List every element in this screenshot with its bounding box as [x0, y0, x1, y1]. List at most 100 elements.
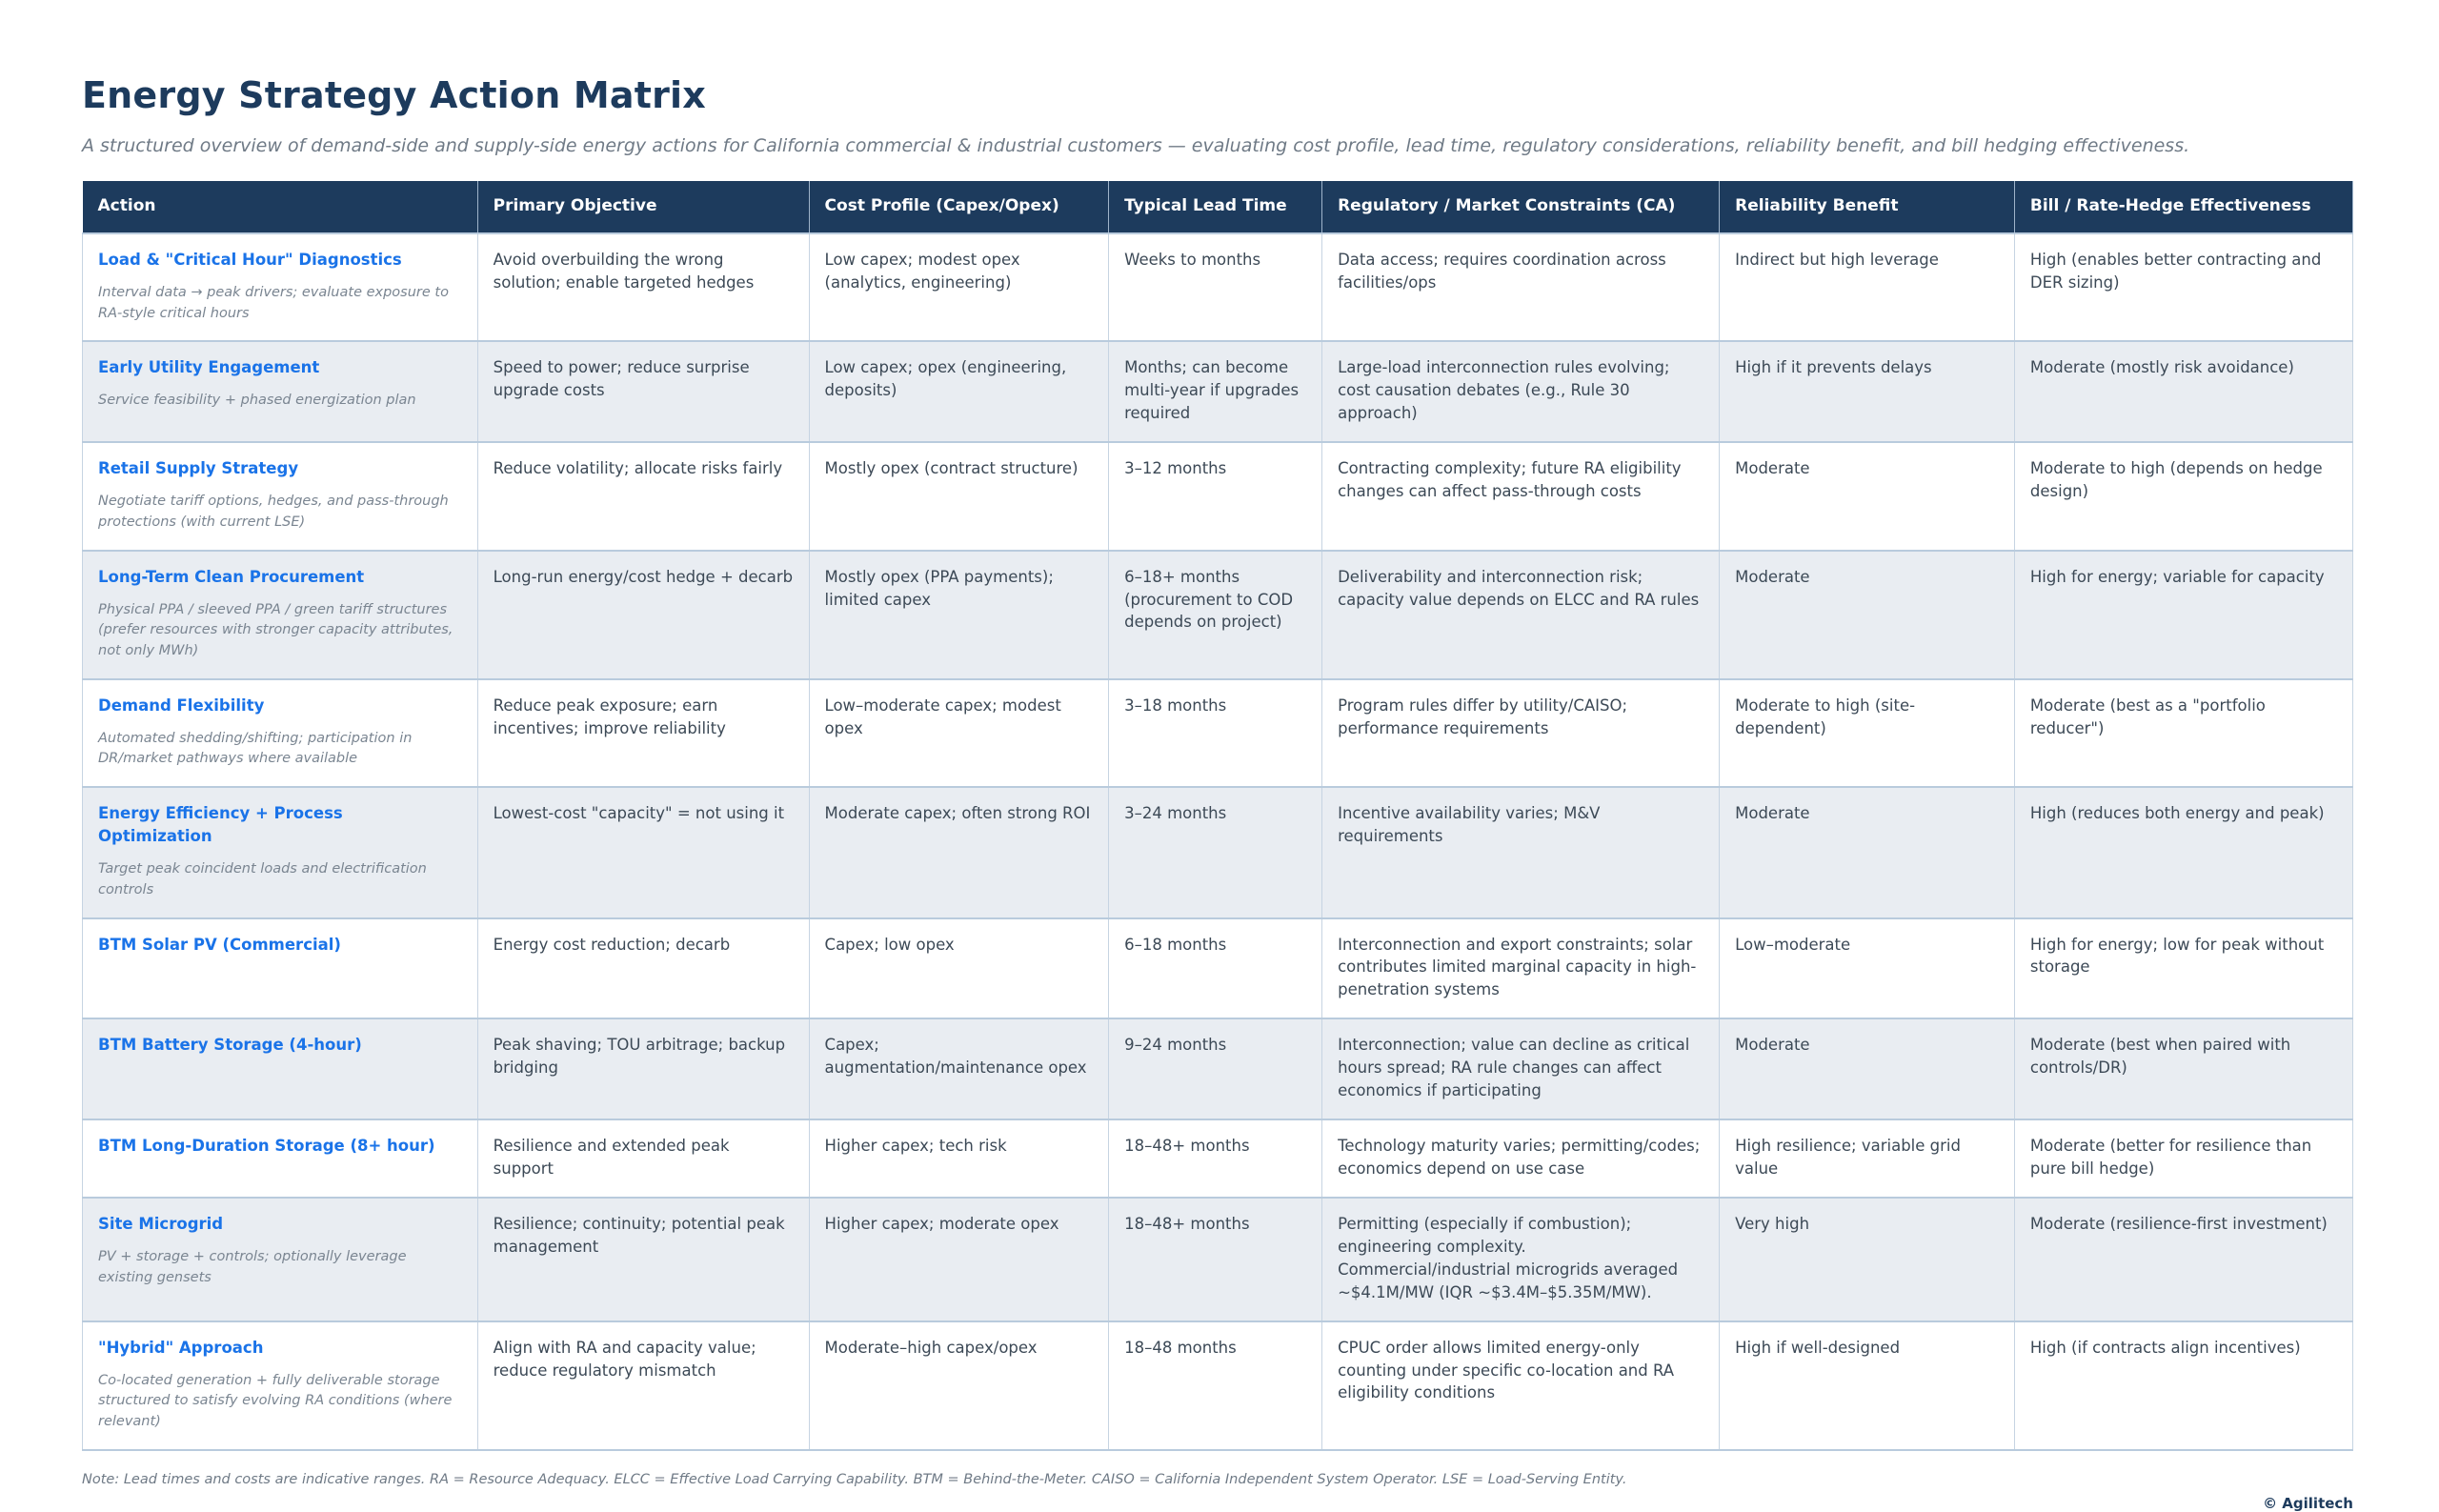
action-link[interactable]: Long-Term Clean Procurement [98, 567, 365, 586]
cell-cost: Capex; augmentation/maintenance opex [809, 1018, 1110, 1121]
action-cell: Retail Supply Strategy Negotiate tariff o… [82, 442, 478, 552]
cell-reliability: High resilience; variable grid value [1719, 1119, 2015, 1199]
action-link[interactable]: BTM Battery Storage (4-hour) [98, 1036, 362, 1055]
column-header-5: Reliability Benefit [1719, 181, 2015, 234]
cell-lead_time: 18–48+ months [1108, 1119, 1323, 1199]
table-row: BTM Battery Storage (4-hour) Peak shaving… [82, 1018, 2354, 1121]
cell-cost: Low–moderate capex; modest opex [809, 678, 1110, 789]
table-row: Load & "Critical Hour" Diagnostics Interv… [82, 233, 2354, 343]
cell-objective: Align with RA and capacity value; reduce… [477, 1320, 810, 1451]
cell-lead_time: 3–24 months [1108, 787, 1323, 919]
cell-cost: Higher capex; tech risk [809, 1119, 1110, 1199]
action-matrix-table: Action Primary Objective Cost Profile (Cap… [82, 181, 2354, 1451]
cell-lead_time: 3–18 months [1108, 678, 1323, 789]
action-link[interactable]: Retail Supply Strategy [98, 459, 299, 478]
table-body: Load & "Critical Hour" Diagnostics Interv… [82, 233, 2354, 1451]
cell-hedge: High for energy; variable for capacity [2014, 550, 2354, 680]
table-header-row: Action Primary Objective Cost Profile (Cap… [82, 181, 2354, 234]
page-subtitle: A structured overview of demand-side and… [82, 135, 2190, 156]
action-link[interactable]: Load & "Critical Hour" Diagnostics [98, 251, 402, 269]
table-row: Early Utility Engagement Service feasibil… [82, 341, 2354, 444]
cell-reliability: Moderate to high (site-dependent) [1719, 678, 2015, 789]
cell-reliability: High if well-designed [1719, 1320, 2015, 1451]
action-cell: Long-Term Clean Procurement Physical PPA … [82, 550, 478, 680]
action-link[interactable]: Energy Efficiency + Process Optimization [98, 804, 343, 846]
cell-cost: Moderate–high capex/opex [809, 1320, 1110, 1451]
action-cell: BTM Battery Storage (4-hour) [82, 1018, 478, 1121]
cell-regulatory: Technology maturity varies; permitting/c… [1321, 1119, 1721, 1199]
cell-hedge: Moderate (better for resilience than pur… [2014, 1119, 2354, 1199]
cell-lead_time: 9–24 months [1108, 1018, 1323, 1121]
cell-objective: Resilience and extended peak support [477, 1119, 810, 1199]
cell-lead_time: 6–18 months [1108, 917, 1323, 1020]
table-row: "Hybrid" Approach Co-located generation +… [82, 1320, 2354, 1451]
cell-hedge: Moderate (best as a "portfolio reducer") [2014, 678, 2354, 789]
action-cell: Energy Efficiency + Process Optimization… [82, 787, 478, 919]
table-row: Demand Flexibility Automated shedding/shi… [82, 678, 2354, 789]
action-cell: Load & "Critical Hour" Diagnostics Interv… [82, 233, 478, 343]
cell-regulatory: Deliverability and interconnection risk;… [1321, 550, 1721, 680]
cell-hedge: Moderate (resilience-first investment) [2014, 1197, 2354, 1322]
column-header-4: Regulatory / Market Constraints (CA) [1321, 181, 1721, 234]
cell-reliability: Moderate [1719, 442, 2015, 552]
action-detail: Automated shedding/shifting; participati… [98, 730, 413, 767]
action-cell: Demand Flexibility Automated shedding/shi… [82, 678, 478, 789]
cell-lead_time: 18–48+ months [1108, 1197, 1323, 1322]
cell-objective: Lowest-cost "capacity" = not using it [477, 787, 810, 919]
cell-cost: Mostly opex (contract structure) [809, 442, 1110, 552]
column-header-2: Cost Profile (Capex/Opex) [809, 181, 1110, 234]
cell-hedge: High (reduces both energy and peak) [2014, 787, 2354, 919]
cell-lead_time: 3–12 months [1108, 442, 1323, 552]
action-cell: BTM Solar PV (Commercial) [82, 917, 478, 1020]
action-link[interactable]: BTM Long-Duration Storage (8+ hour) [98, 1137, 435, 1156]
table-header: Action Primary Objective Cost Profile (Cap… [82, 181, 2354, 234]
cell-reliability: Moderate [1719, 550, 2015, 680]
cell-cost: Moderate capex; often strong ROI [809, 787, 1110, 919]
cell-reliability: Very high [1719, 1197, 2015, 1322]
cell-regulatory: Large-load interconnection rules evolvin… [1321, 341, 1721, 444]
cell-cost: Capex; low opex [809, 917, 1110, 1020]
action-link[interactable]: "Hybrid" Approach [98, 1338, 264, 1357]
cell-objective: Avoid overbuilding the wrong solution; e… [477, 233, 810, 343]
cell-objective: Long-run energy/cost hedge + decarb [477, 550, 810, 680]
cell-cost: Mostly opex (PPA payments); limited cape… [809, 550, 1110, 680]
column-header-0: Action [82, 181, 478, 234]
cell-regulatory: Contracting complexity; future RA eligib… [1321, 442, 1721, 552]
action-link[interactable]: Demand Flexibility [98, 696, 265, 715]
action-link[interactable]: BTM Solar PV (Commercial) [98, 935, 341, 954]
action-detail: PV + storage + controls; optionally leve… [98, 1248, 407, 1285]
cell-objective: Resilience; continuity; potential peak m… [477, 1197, 810, 1322]
cell-regulatory: Program rules differ by utility/CAISO; p… [1321, 678, 1721, 789]
cell-reliability: Indirect but high leverage [1719, 233, 2015, 343]
cell-cost: Low capex; modest opex (analytics, engin… [809, 233, 1110, 343]
cell-reliability: High if it prevents delays [1719, 341, 2015, 444]
cell-objective: Speed to power; reduce surprise upgrade … [477, 341, 810, 444]
column-header-6: Bill / Rate-Hedge Effectiveness [2014, 181, 2354, 234]
page: Energy Strategy Action Matrix A structur… [82, 74, 2354, 1512]
table-row: Energy Efficiency + Process Optimization… [82, 787, 2354, 919]
column-header-1: Primary Objective [477, 181, 810, 234]
action-cell: "Hybrid" Approach Co-located generation +… [82, 1320, 478, 1451]
cell-cost: Low capex; opex (engineering, deposits) [809, 341, 1110, 444]
table-row: BTM Long-Duration Storage (8+ hour) Resil… [82, 1119, 2354, 1199]
cell-regulatory: Incentive availability varies; M&V requi… [1321, 787, 1721, 919]
action-link[interactable]: Early Utility Engagement [98, 358, 320, 377]
cell-regulatory: Interconnection; value can decline as cr… [1321, 1018, 1721, 1121]
action-cell: Site Microgrid PV + storage + controls; o… [82, 1197, 478, 1322]
cell-lead_time: Weeks to months [1108, 233, 1323, 343]
copyright: © Agilitech [2263, 1494, 2353, 1512]
action-cell: Early Utility Engagement Service feasibil… [82, 341, 478, 444]
action-link[interactable]: Site Microgrid [98, 1214, 224, 1233]
cell-hedge: High (if contracts align incentives) [2014, 1320, 2354, 1451]
action-cell: BTM Long-Duration Storage (8+ hour) [82, 1119, 478, 1199]
page-title: Energy Strategy Action Matrix [82, 74, 706, 116]
cell-regulatory: Permitting (especially if combustion); e… [1321, 1197, 1721, 1322]
action-detail: Co-located generation + fully deliverabl… [98, 1372, 453, 1430]
cell-objective: Reduce volatility; allocate risks fairly [477, 442, 810, 552]
action-detail: Service feasibility + phased energizatio… [98, 393, 416, 409]
cell-hedge: High for energy; low for peak without st… [2014, 917, 2354, 1020]
action-detail: Interval data → peak drivers; evaluate e… [98, 284, 449, 321]
cell-reliability: Moderate [1719, 787, 2015, 919]
cell-objective: Peak shaving; TOU arbitrage; backup brid… [477, 1018, 810, 1121]
cell-hedge: High (enables better contracting and DER… [2014, 233, 2354, 343]
